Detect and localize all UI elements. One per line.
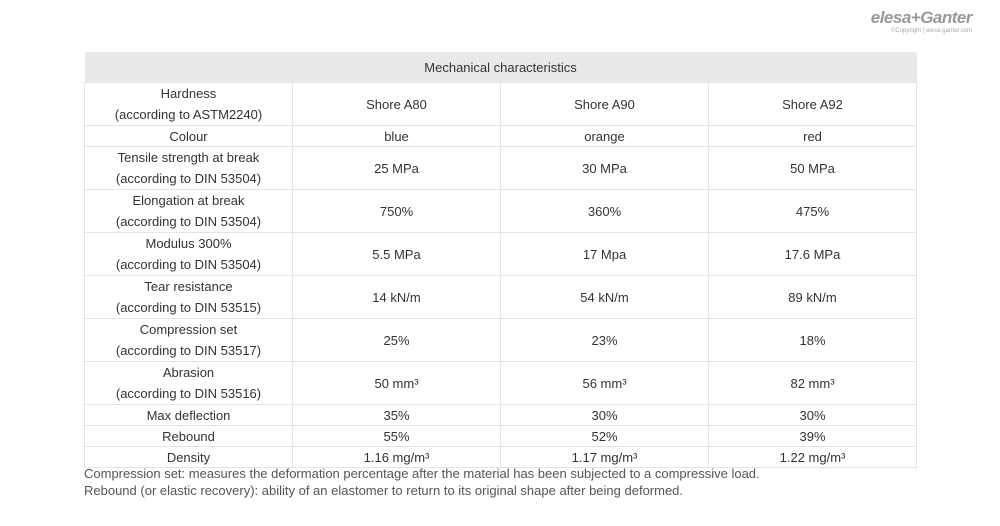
cell-value: 39% <box>707 425 918 447</box>
row-label: Tear resistance (according to DIN 53515) <box>84 275 293 319</box>
cell-value: 5.5 MPa <box>292 232 501 276</box>
table-row: Abrasion (according to DIN 53516) 50 mm³ 56… <box>84 361 918 405</box>
table-row: Modulus 300% (according to DIN 53504) 5.5 … <box>84 232 918 276</box>
label-line: Tensile strength at break <box>117 150 260 165</box>
cell-value: 50 mm³ <box>292 361 501 405</box>
logo-text: elesa+Ganter <box>870 8 973 27</box>
cell-value: 25% <box>292 318 501 362</box>
label-line: Abrasion <box>162 365 215 380</box>
cell-value: 55% <box>292 425 501 447</box>
label-line: Colour <box>169 128 208 144</box>
label-line: Elongation at break <box>132 193 245 208</box>
cell-value: 25 MPa <box>292 146 501 190</box>
table-row: Elongation at break (according to DIN 535… <box>84 189 918 233</box>
cell-value: 30 MPa <box>500 146 709 190</box>
cell-value: 30% <box>500 404 709 426</box>
row-label: Max deflection <box>84 404 293 426</box>
label-line: (according to DIN 53515) <box>115 300 262 315</box>
row-label: Colour <box>84 125 293 147</box>
cell-value: 54 kN/m <box>500 275 709 319</box>
label-line: Rebound <box>162 428 215 444</box>
note: Compression set: measures the deformatio… <box>84 466 760 481</box>
table-row: Compression set (according to DIN 53517) 2… <box>84 318 918 362</box>
cell-value: 30% <box>707 404 918 426</box>
table-title: Mechanical characteristics <box>84 52 917 83</box>
cell-value: 360% <box>500 189 709 233</box>
row-label: Compression set (according to DIN 53517) <box>84 318 293 362</box>
cell-value: 50 MPa <box>707 146 918 190</box>
cell-value: 17 Mpa <box>500 232 709 276</box>
copyright: ©Copyright | elesa-ganter.com <box>890 28 972 34</box>
cell-value: 475% <box>707 189 918 233</box>
cell-value: 82 mm³ <box>707 361 918 405</box>
label-line: (according to DIN 53517) <box>115 343 262 358</box>
table-row: Hardness (according to ASTM2240) Shore A80… <box>84 82 918 126</box>
cell-value: red <box>707 125 918 147</box>
logo: elesa+Ganter ©Copyright | elesa-ganter.c… <box>870 8 973 34</box>
row-label: Rebound <box>84 425 293 447</box>
row-label: Tensile strength at break (according to D… <box>84 146 293 190</box>
label-line: (according to DIN 53504) <box>115 171 262 186</box>
label-line: Hardness <box>160 86 217 101</box>
cell-value: 1.22 mg/m³ <box>707 446 918 468</box>
cell-value: 56 mm³ <box>500 361 709 405</box>
cell-value: 14 kN/m <box>292 275 501 319</box>
cell-value: 52% <box>500 425 709 447</box>
cell-value: 17.6 MPa <box>707 232 918 276</box>
table-row: Colour blue orange red <box>84 125 918 147</box>
cell-value: blue <box>292 125 501 147</box>
label-line: (according to DIN 53504) <box>115 257 262 272</box>
table-row: Max deflection 35% 30% 30% <box>84 404 918 426</box>
cell-value: Shore A92 <box>707 82 918 126</box>
characteristics-table: Mechanical characteristics Hardness (acco… <box>84 52 918 468</box>
label-line: (according to DIN 53516) <box>115 386 262 401</box>
cell-value: Shore A80 <box>292 82 501 126</box>
cell-value: 1.17 mg/m³ <box>500 446 709 468</box>
cell-value: Shore A90 <box>500 82 709 126</box>
row-label: Elongation at break (according to DIN 535… <box>84 189 293 233</box>
notes: Compression set: measures the deformatio… <box>84 465 760 499</box>
table-row: Density 1.16 mg/m³ 1.17 mg/m³ 1.22 mg/m³ <box>84 446 918 468</box>
label-line: (according to ASTM2240) <box>114 107 263 122</box>
table-row: Rebound 55% 52% 39% <box>84 425 918 447</box>
cell-value: 18% <box>707 318 918 362</box>
label-line: Tear resistance <box>144 279 233 294</box>
label-line: Density <box>166 449 211 465</box>
label-line: (according to DIN 53504) <box>115 214 262 229</box>
label-line: Compression set <box>139 322 238 337</box>
cell-value: 35% <box>292 404 501 426</box>
cell-value: orange <box>500 125 709 147</box>
row-label: Abrasion (according to DIN 53516) <box>84 361 293 405</box>
note: Rebound (or elastic recovery): ability o… <box>84 483 684 498</box>
cell-value: 750% <box>292 189 501 233</box>
table-row: Tensile strength at break (according to D… <box>84 146 918 190</box>
table-row: Tear resistance (according to DIN 53515) 1… <box>84 275 918 319</box>
row-label: Hardness (according to ASTM2240) <box>84 82 293 126</box>
label-line: Max deflection <box>146 407 231 423</box>
row-label: Density <box>84 446 293 468</box>
row-label: Modulus 300% (according to DIN 53504) <box>84 232 293 276</box>
label-line: Modulus 300% <box>145 236 232 251</box>
cell-value: 89 kN/m <box>707 275 918 319</box>
cell-value: 23% <box>500 318 709 362</box>
